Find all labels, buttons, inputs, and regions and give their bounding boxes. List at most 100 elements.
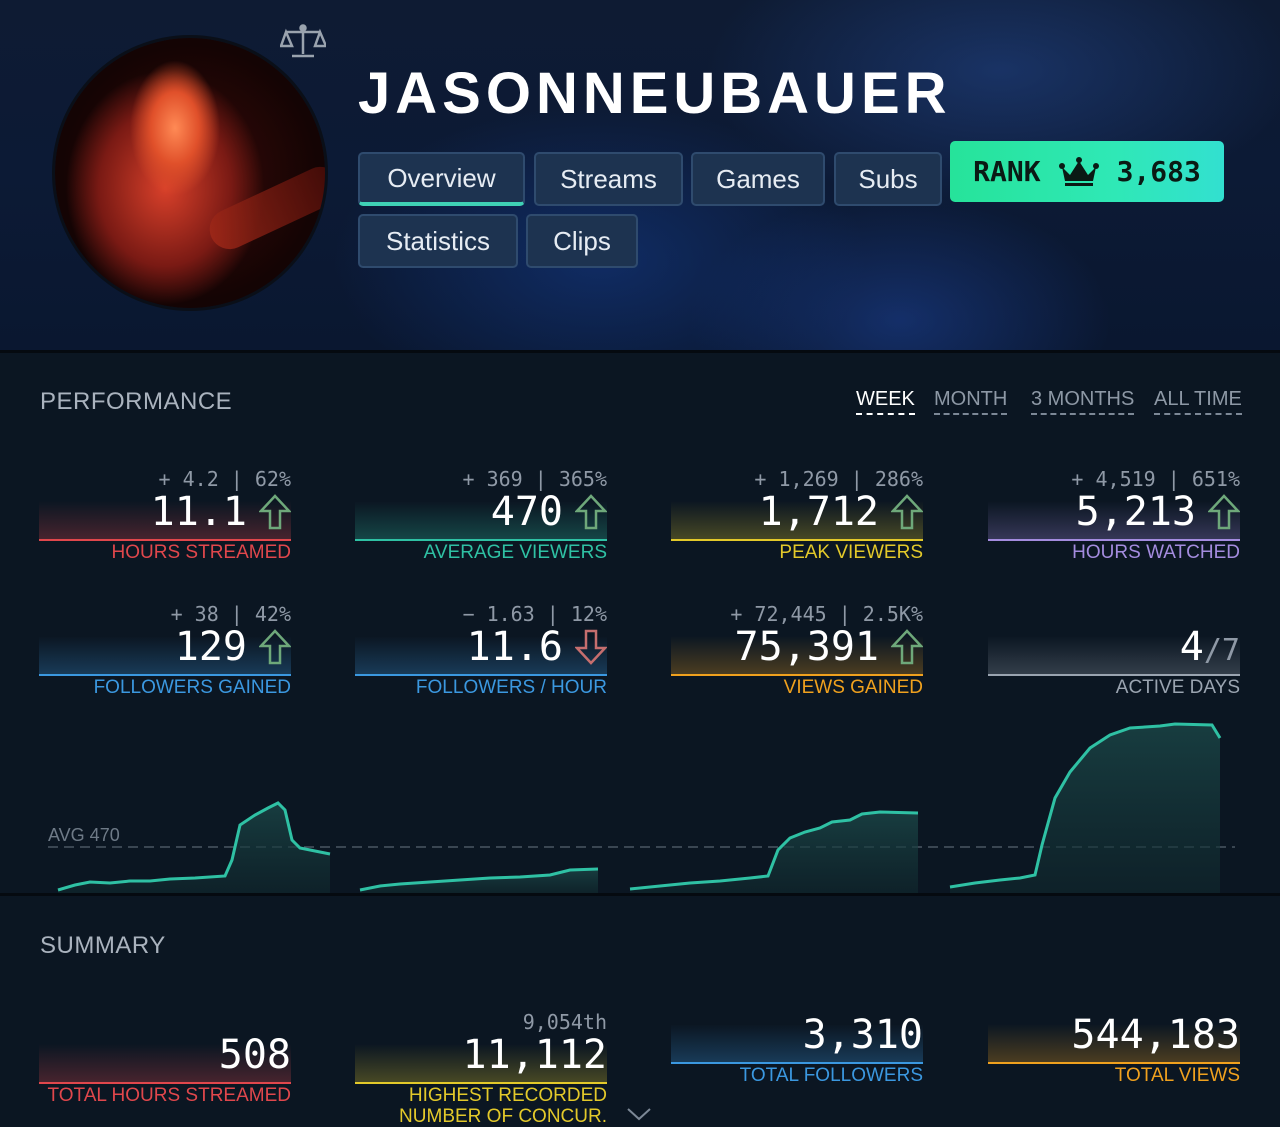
summary-card-4: 544,183 TOTAL VIEWS [988,990,1240,1086]
stat-glow [39,636,291,674]
arrow-up-icon [1208,494,1240,530]
stat-underline [39,1082,291,1084]
period-3-months[interactable]: 3 MONTHS [1031,388,1135,415]
stat-label: HOURS WATCHED [1072,542,1240,563]
stat-value-suffix: /7 [1203,633,1240,668]
stat-label: HOURS STREAMED [111,542,291,563]
rank-badge[interactable]: RANK 3,683 [950,141,1224,202]
tab-subs[interactable]: Subs [834,152,942,206]
arrow-up-icon [259,629,291,665]
stat-delta: + 369 | 365% [462,467,608,491]
stat-value-number: 1,712 [758,489,879,535]
average-label: AVG 470 [48,825,120,845]
rank-label: RANK [973,155,1041,188]
summary-value: 544,183 [1071,1012,1240,1058]
stat-glow [671,636,923,674]
chart-line-4 [949,722,1222,889]
chart-area-3 [630,812,918,895]
arrow-down-icon [575,629,607,665]
stat-label: VIEWS GAINED [783,677,923,698]
stat-glow [39,501,291,539]
stat-glow [355,636,607,674]
period-all-time[interactable]: ALL TIME [1154,388,1242,415]
tab-games[interactable]: Games [691,152,825,206]
arrow-up-icon [575,494,607,530]
stat-value: 11.1 [151,489,247,535]
crown-icon [1058,156,1099,186]
stat-value: 4/7 [1180,624,1240,670]
stat-delta: + 4,519 | 651% [1071,467,1240,491]
scale-icon[interactable] [280,22,326,60]
chart-line-1 [57,801,331,892]
chart-line-3 [629,810,919,891]
stat-glow [671,501,923,539]
summary-label: TOTAL HOURS STREAMED [47,1085,291,1106]
stat-label: FOLLOWERS / HOUR [415,677,607,698]
stat-label: ACTIVE DAYS [1115,677,1240,698]
summary-value: 508 [218,1032,291,1078]
stat-delta: + 72,445 | 2.5K% [730,602,923,626]
tab-overview[interactable]: Overview [358,152,525,206]
stat-glow [355,501,607,539]
chart-area-1 [58,803,330,895]
stat-underline [671,1062,923,1064]
summary-label: HIGHEST RECORDED NUMBER OF CONCUR. [399,1085,607,1127]
stat-value: 5,213 [1076,489,1196,535]
stat-glow [39,1044,291,1082]
arrow-up-icon [891,494,923,530]
stat-card-active-days: 4/7 ACTIVE DAYS [988,602,1240,698]
period-week[interactable]: WEEK [856,388,915,415]
arrow-up-icon [891,629,923,665]
tab-clips[interactable]: Clips [526,214,638,268]
stat-value: 1,712 [759,489,879,535]
summary-card-1: 508 TOTAL HOURS STREAMED [39,1010,291,1106]
summary-rank: 9,054th [522,1010,607,1034]
chevron-down-icon[interactable] [626,1106,652,1122]
stat-value-number: 75,391 [734,624,880,670]
chart-divider [0,893,1280,896]
viewers-chart: AVG 470 [48,722,1235,895]
stat-card-hours-streamed: + 4.2 | 62% 11.1 HOURS STREAMED [39,467,291,563]
stat-underline [988,1062,1240,1064]
summary-value: 3,310 [802,1012,923,1058]
tab-statistics[interactable]: Statistics [358,214,518,268]
arrow-up-icon [259,494,291,530]
tab-streams[interactable]: Streams [534,152,683,206]
stat-underline [671,539,923,541]
stat-value: 11.6 [467,624,563,670]
stat-value-number: 11.1 [150,489,247,535]
chart-area-4 [950,724,1220,895]
stat-underline [355,1082,607,1084]
stat-underline [671,674,923,676]
stat-value-number: 11.6 [466,624,563,670]
stat-glow [988,501,1240,539]
stat-card-followers-gained: + 38 | 42% 129 FOLLOWERS GAINED [39,602,291,698]
stat-value: 470 [491,489,563,535]
stat-value-number: 4 [1179,624,1204,670]
stat-delta: + 38 | 42% [170,602,291,626]
stat-label: FOLLOWERS GAINED [93,677,291,698]
stat-value-number: 5,213 [1075,489,1196,535]
stat-underline [39,539,291,541]
stat-card-hours-watched: + 4,519 | 651% 5,213 HOURS WATCHED [988,467,1240,563]
summary-card-3: 3,310 TOTAL FOLLOWERS [671,990,923,1086]
stat-value-number: 470 [490,489,563,535]
avatar-guitar [203,160,325,256]
stat-value-number: 129 [174,624,247,670]
channel-avatar [55,38,325,308]
summary-label-line: HIGHEST RECORDED [408,1085,607,1106]
stat-underline [988,539,1240,541]
stat-underline [39,674,291,676]
stat-delta: + 1,269 | 286% [754,467,923,491]
stat-card-views-gained: + 72,445 | 2.5K% 75,391 VIEWS GAINED [671,602,923,698]
stat-card-peak-viewers: + 1,269 | 286% 1,712 PEAK VIEWERS [671,467,923,563]
stat-glow [988,636,1240,674]
summary-card-2: 9,054th 11,112 HIGHEST RECORDED NUMBER OF C… [355,1010,608,1127]
stat-value: 75,391 [735,624,880,670]
period-month[interactable]: MONTH [934,388,1008,415]
stat-glow [671,1024,923,1062]
header-divider [0,350,1280,353]
stat-underline [988,674,1240,676]
summary-value: 11,112 [462,1032,608,1078]
stat-glow [355,1044,607,1082]
